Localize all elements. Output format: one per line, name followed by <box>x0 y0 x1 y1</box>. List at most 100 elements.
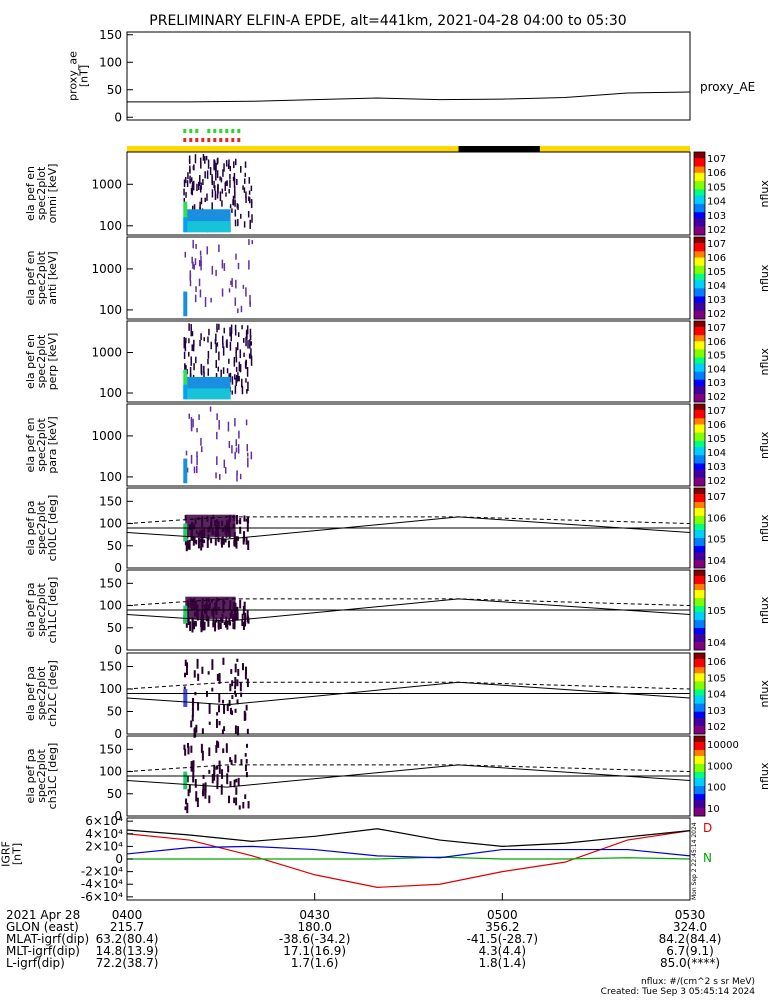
en-anti-noise <box>223 263 226 271</box>
pa-ch2-ylabel-line: ela pef pa <box>24 666 37 721</box>
en-para-colorbar-swatch <box>694 481 705 485</box>
pa-ch3-noise <box>188 785 191 793</box>
igrf-legend-d: D <box>703 821 712 835</box>
pa-ch1-colorbar-swatch <box>694 598 705 601</box>
pa-ch0-noise <box>207 534 210 541</box>
en-para-noise <box>190 427 193 432</box>
en-omni-noise <box>202 154 205 161</box>
pa-ch2-noise <box>234 663 237 673</box>
en-para-colorbar-swatch <box>694 461 705 464</box>
pa-ch1-colorbar-swatch <box>694 594 705 597</box>
en-omni-colorbar-swatch <box>694 220 705 224</box>
pa-ch0-ytick-label: 50 <box>107 539 122 553</box>
en-omni-noise <box>217 185 219 193</box>
pa-ch2-noise <box>211 687 214 692</box>
en-para-colorbar-swatch <box>694 445 705 448</box>
pa-ch3-colorbar-swatch <box>694 788 705 791</box>
en-perp-noise <box>185 365 187 370</box>
pa-ch0-noise <box>224 538 227 543</box>
en-anti-colorbar-swatch <box>694 296 705 299</box>
en-para-colorbar-swatch <box>694 432 705 436</box>
en-omni-noise <box>215 171 217 181</box>
en-perp-noise <box>203 371 205 379</box>
en-omni-colorbar-swatch <box>694 205 705 209</box>
footer-units: nflux: #/(cm^2 s sr MeV) <box>641 977 755 987</box>
pa-ch0-flux-edge <box>183 523 188 542</box>
pa-ch3-colorbar-swatch <box>694 752 705 755</box>
x-axis-row-value: 6.7(9.1) <box>666 944 714 958</box>
en-para-noise <box>224 467 227 474</box>
en-perp-colorbar-swatch <box>694 389 705 393</box>
en-anti-noise <box>249 301 251 307</box>
pa-ch0-frame <box>126 487 691 569</box>
en-perp-noise <box>238 361 241 372</box>
pa-ch0-colorbar-swatch <box>694 500 705 503</box>
pa-ch3-colorbar-swatch <box>694 778 705 781</box>
en-para-flux-edge <box>183 458 188 484</box>
en-perp-noise <box>190 356 192 366</box>
en-perp-colorbar-swatch <box>694 381 705 385</box>
en-para-colorbar-swatch <box>694 451 705 454</box>
en-omni-colorbar-swatch <box>694 181 705 184</box>
pa-ch3-noise <box>208 769 211 774</box>
en-anti-noise <box>184 251 187 258</box>
pa-ch3-noise <box>196 797 199 807</box>
x-axis-row-value: -41.5(-28.7) <box>467 932 538 946</box>
pa-ch2-noise <box>196 658 199 669</box>
pa-ch0-anti-loss-cone <box>126 516 691 525</box>
pa-ch2-noise <box>201 666 204 674</box>
en-perp-colorbar-swatch <box>694 375 705 379</box>
pa-ch2-noise <box>218 693 221 703</box>
science-flag-green <box>207 129 211 133</box>
en-omni-noise <box>228 188 230 194</box>
en-perp-noise <box>235 357 238 363</box>
igrf-e-line <box>126 845 691 859</box>
pa-ch2-colorbar-swatch <box>694 671 705 674</box>
pa-ch0-colorbar-swatch <box>694 556 705 559</box>
pa-ch2-noise <box>223 704 226 714</box>
igrf-ytick-label: -2×10⁴ <box>81 865 123 879</box>
pa-ch2-noise <box>226 703 229 712</box>
pa-ch0-colorbar-swatch <box>694 558 705 561</box>
proxy-ae-ylabel-line: proxy_ae <box>67 51 80 101</box>
en-perp-noise <box>187 351 190 357</box>
pa-ch2-cb-tick: 106 <box>707 657 726 668</box>
pa-ch1-noise <box>223 621 226 626</box>
en-omni-noise <box>219 191 222 202</box>
en-para-cb-tick: 105 <box>707 434 726 445</box>
pa-ch3-noise <box>186 742 189 748</box>
pa-ch1-colorbar-swatch <box>694 574 705 577</box>
pa-ch0-colorbar-swatch <box>694 560 705 563</box>
pa-ch0-noise <box>239 526 242 534</box>
pa-ch3-colorbar-swatch <box>694 744 705 747</box>
en-perp-noise <box>246 366 249 377</box>
pa-ch2-colorbar-swatch <box>694 711 705 715</box>
en-perp-colorbar-swatch <box>694 387 705 391</box>
en-omni-noise <box>216 170 219 179</box>
en-para-colorbar-swatch <box>694 418 705 421</box>
en-omni-colorbar-swatch <box>694 216 705 219</box>
en-perp-noise <box>250 341 252 346</box>
pa-ch3-noise <box>235 778 238 783</box>
en-omni-noise <box>224 181 227 186</box>
proxy-ae-frame <box>126 31 691 121</box>
pa-ch0-ytick-label: 150 <box>99 494 122 508</box>
science-flag-red <box>213 138 217 142</box>
en-anti-colorbar-swatch <box>694 298 705 302</box>
en-anti-noise <box>248 260 250 270</box>
en-omni-noise <box>251 214 253 223</box>
chart-title: PRELIMINARY ELFIN-A EPDE, alt=441km, 202… <box>149 13 626 29</box>
pa-ch0-colorbar-swatch <box>694 526 705 529</box>
en-omni-noise <box>224 182 226 192</box>
en-perp-colorbar-swatch <box>694 377 705 381</box>
pa-ch3-noise <box>238 805 241 810</box>
pa-ch1-noise <box>212 620 215 626</box>
en-perp-noise <box>226 368 229 374</box>
en-perp-noise <box>249 335 252 341</box>
pa-ch2-colorbar-swatch <box>694 731 705 735</box>
proxy-ae-line <box>127 91 691 103</box>
x-axis-row-value: 1.7(1.6) <box>291 956 339 970</box>
pa-ch2-noise <box>236 699 239 705</box>
